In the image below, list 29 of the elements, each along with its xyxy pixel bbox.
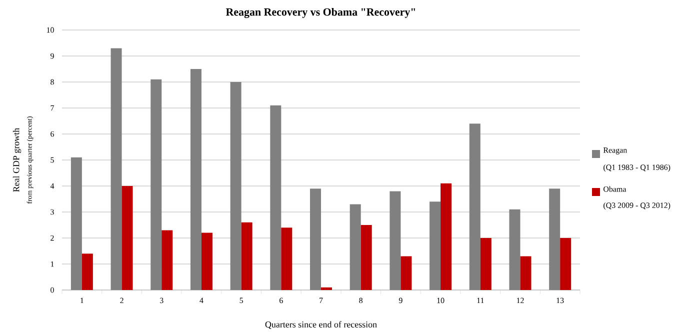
bar xyxy=(110,48,122,290)
bar xyxy=(469,124,480,290)
bar xyxy=(241,222,252,290)
bar xyxy=(190,68,202,290)
chart-title: Reagan Recovery vs Obama "Recovery" xyxy=(226,8,416,18)
bar xyxy=(162,230,173,290)
bar xyxy=(230,82,242,290)
bar xyxy=(281,228,292,290)
bar xyxy=(70,157,82,290)
bar xyxy=(480,238,492,290)
bar xyxy=(310,188,322,290)
bar xyxy=(560,238,572,290)
bar xyxy=(150,79,162,290)
bar xyxy=(400,256,412,290)
bar xyxy=(390,191,401,290)
bar xyxy=(321,287,332,290)
bar xyxy=(509,209,520,290)
bar xyxy=(201,232,212,290)
x-axis-title: Quarters since end of recession xyxy=(265,321,377,329)
bar xyxy=(122,186,133,290)
bar xyxy=(430,202,441,290)
bar xyxy=(360,225,372,290)
bar xyxy=(82,254,93,290)
bar xyxy=(270,105,282,290)
bar xyxy=(520,256,532,290)
bar xyxy=(549,188,560,290)
bar xyxy=(440,183,452,290)
y-axis-title: Real GDP growth xyxy=(12,128,22,192)
bar xyxy=(350,204,361,290)
